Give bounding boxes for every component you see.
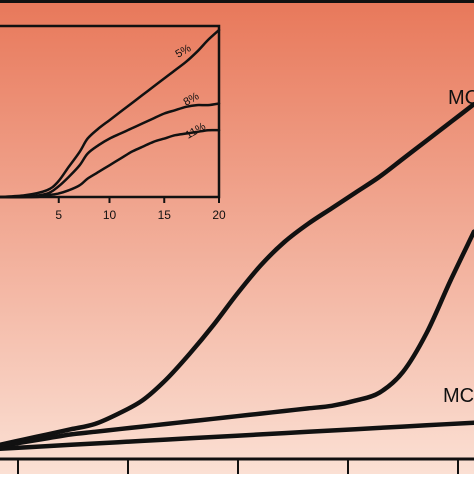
inset-x-tick-label: 5 [55,208,62,222]
main-series-label-1: MC [448,87,474,109]
inset-series-line-3 [0,128,221,199]
inset-series-line-1 [0,28,221,199]
main-series-line-2 [0,229,474,449]
inset-x-tick-label: 20 [212,208,226,222]
main-series-line-1 [0,101,474,448]
inset-x-tick-label: 15 [158,208,172,222]
main-series-label-2: MC [443,385,474,407]
main-series-line-3 [0,420,474,451]
inset-x-tick-label: 10 [103,208,117,222]
inset-series-line-2 [0,102,221,199]
